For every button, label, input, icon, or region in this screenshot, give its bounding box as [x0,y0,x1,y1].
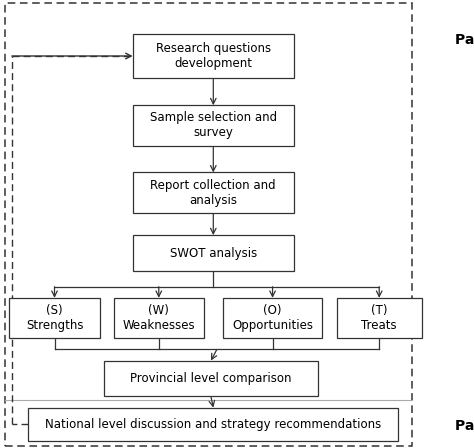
Text: (W)
Weaknesses: (W) Weaknesses [122,304,195,332]
FancyBboxPatch shape [114,298,204,338]
Text: Sample selection and
survey: Sample selection and survey [150,112,277,139]
FancyBboxPatch shape [337,298,422,338]
FancyBboxPatch shape [133,172,294,213]
FancyBboxPatch shape [28,408,398,441]
Text: (T)
Treats: (T) Treats [361,304,397,332]
FancyBboxPatch shape [9,298,100,338]
FancyBboxPatch shape [133,34,294,78]
Text: (O)
Opportunities: (O) Opportunities [232,304,313,332]
Text: Provincial level comparison: Provincial level comparison [130,372,292,385]
Text: Part I: Part I [455,33,474,47]
Text: Report collection and
analysis: Report collection and analysis [150,179,276,207]
FancyBboxPatch shape [223,298,322,338]
FancyBboxPatch shape [133,105,294,146]
Text: Research questions
development: Research questions development [156,42,271,70]
Text: Part II: Part II [455,418,474,433]
Text: (S)
Strengths: (S) Strengths [26,304,83,332]
Text: National level discussion and strategy recommendations: National level discussion and strategy r… [45,418,382,431]
FancyBboxPatch shape [133,235,294,271]
FancyBboxPatch shape [104,361,318,396]
Text: SWOT analysis: SWOT analysis [170,246,257,260]
